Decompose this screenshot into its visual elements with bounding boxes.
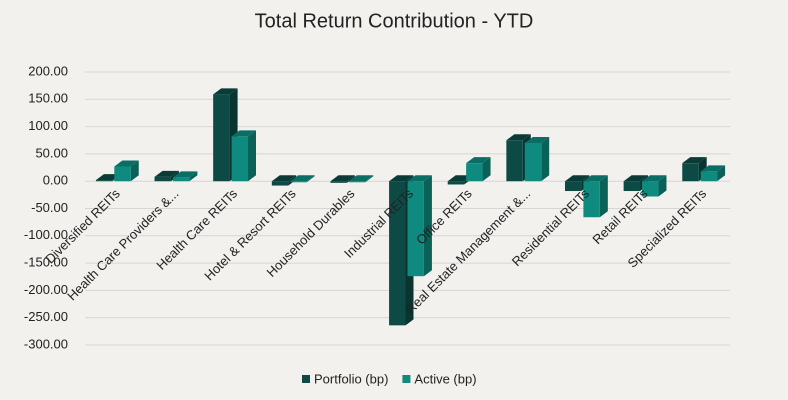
bar-top [330,175,355,182]
y-tick-label: -100.00 [24,227,68,242]
bar-side [346,175,355,183]
bar [348,181,366,183]
bar [114,166,131,182]
bars [95,88,726,326]
bar [524,142,542,182]
bar-side [130,160,139,182]
bar-top [564,175,590,182]
bar-top [623,175,649,182]
y-tick-label: 200.00 [28,63,68,78]
legend-swatch [302,375,310,383]
legend-label: Active (bp) [414,371,476,386]
y-tick-label: -150.00 [24,255,68,270]
bar-top [447,175,473,182]
y-tick-label: 100.00 [28,118,68,133]
bar [642,181,659,197]
bar-top [290,175,315,182]
bar-side [482,157,491,182]
bar [231,136,249,182]
bar-top [642,175,667,182]
bar-top [271,175,297,182]
bar-side [248,130,257,182]
bar [154,176,171,182]
y-tick-label: 150.00 [28,91,68,106]
bar-top [172,171,198,178]
y-tick-label: -250.00 [24,309,68,324]
bar [466,163,483,182]
bar-top [213,88,238,95]
y-tick-label: -300.00 [24,336,68,351]
bar [172,177,190,182]
bar [700,171,718,182]
bar [506,140,523,182]
bar-side [658,175,667,197]
bar-top [231,130,257,137]
bar-top [95,174,121,181]
bar [95,180,113,182]
bar-side [541,136,550,182]
bar [583,181,600,218]
bar-top [583,175,608,182]
bar-side [365,175,374,183]
bar-top [524,136,550,143]
y-tick-label: -200.00 [24,282,68,297]
bar-side [717,165,726,182]
bar [623,181,641,192]
y-tick-label: -50.00 [31,200,68,215]
bar-top [154,170,179,177]
bar [389,181,406,326]
bar-side [599,175,608,218]
bar [271,181,289,186]
legend-label: Portfolio (bp) [314,371,388,386]
chart-title: Total Return Contribution - YTD [255,10,534,32]
bar-top [114,160,139,167]
bar-top [506,134,531,141]
bar [213,94,230,182]
bar-top [407,175,432,182]
bar-top [466,157,491,164]
bar [682,163,699,182]
bar-side [306,175,315,183]
bar [447,181,465,185]
bar [564,181,582,192]
bar-top [389,175,414,182]
y-tick-label: 50.00 [35,145,68,160]
bar-top [682,157,707,164]
y-tick-label: 0.00 [43,173,68,188]
bar [330,181,347,183]
bar [407,181,424,277]
bar-top [348,175,374,182]
bar [290,181,307,183]
legend-swatch [402,375,411,383]
bar-top [700,165,726,172]
bar-side [423,175,432,277]
bar-side [189,171,198,182]
x-tick-label: Health Care Providers &... [64,186,181,303]
